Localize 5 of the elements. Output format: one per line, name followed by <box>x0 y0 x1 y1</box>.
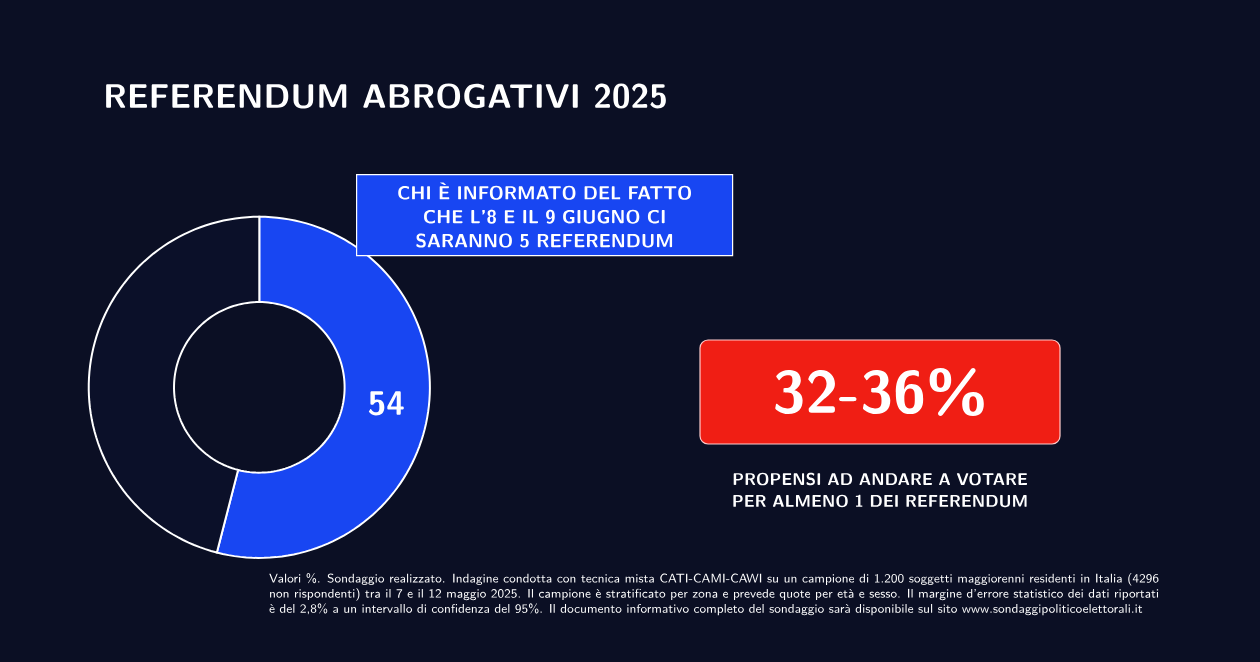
text: 32-36% <box>775 367 984 417</box>
text: PROPENSI AD ANDARE A VOTARE PER ALMENO 1 DEI REFERENDUM <box>733 472 1028 508</box>
slice-label: CHI È INFORMATO DEL FATTO CHE L’8 E IL 9 GIUGNO CI SARANNO 5 REFERENDUM <box>398 182 691 248</box>
chart-title: REFERENDUM ABROGATIVI 2025 <box>106 83 666 109</box>
data-label: 54 <box>368 391 404 416</box>
